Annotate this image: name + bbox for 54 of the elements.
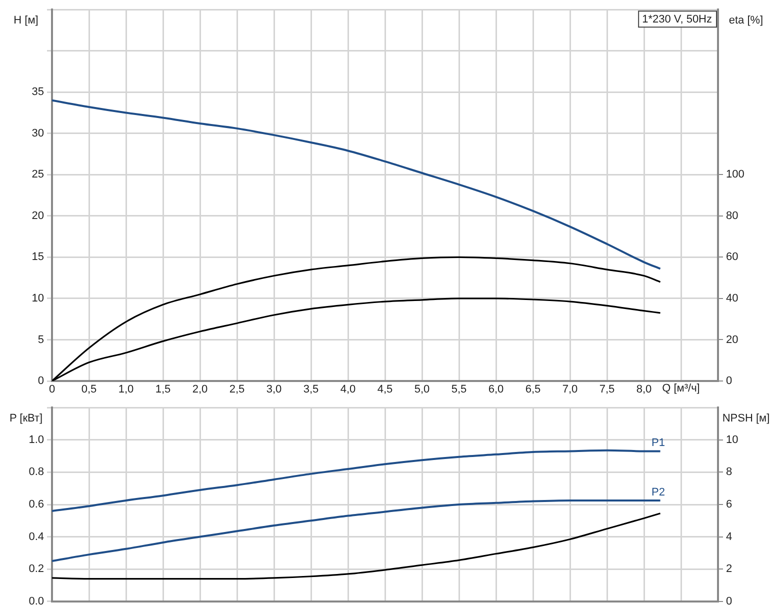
- line-series: [52, 499, 662, 562]
- x-tick-label: 4,0: [340, 384, 356, 396]
- y-tick-label: 20: [32, 210, 44, 222]
- y2-tick-label: 20: [726, 334, 738, 346]
- x-tick-label: 7,5: [599, 384, 615, 396]
- x-tick-label: 3,5: [303, 384, 319, 396]
- x-tick-label: 7,0: [562, 384, 578, 396]
- x-tick-label: 2,5: [229, 384, 245, 396]
- y-tick-label: 0.6: [28, 498, 44, 511]
- y2-tick-label: 2: [726, 563, 732, 576]
- y2-tick-label: 0: [726, 375, 732, 388]
- chart-title: 1*230 V, 50Hz: [642, 14, 712, 26]
- x-axis-title: Q [м³/ч]: [662, 382, 700, 395]
- y2-tick-label: 6: [726, 498, 732, 511]
- line-series: [52, 99, 662, 270]
- y-tick-label: 15: [32, 251, 44, 264]
- y-tick-label: 0.4: [28, 530, 44, 543]
- series-label: P2: [652, 486, 666, 498]
- y2-axis-title: NPSH [м]: [722, 412, 770, 425]
- y2-tick-label: 10: [726, 434, 738, 446]
- y2-tick-label: 80: [726, 210, 738, 222]
- x-tick-label: 0: [48, 384, 56, 396]
- series-label: P1: [652, 437, 666, 450]
- x-tick-label: 0,5: [81, 384, 97, 396]
- y-tick-label: 0.8: [28, 466, 44, 478]
- y2-tick-label: 100: [726, 168, 744, 181]
- y2-tick-label: 8: [726, 466, 732, 478]
- y-tick-label: 25: [32, 168, 44, 181]
- x-tick-label: 5,5: [451, 384, 467, 396]
- y2-tick-label: 40: [726, 292, 738, 304]
- y-axis-title: H [м]: [14, 14, 38, 27]
- x-tick-label: 2,0: [192, 384, 208, 396]
- y2-axis-title: eta [%]: [728, 14, 764, 27]
- x-tick-label: 5,0: [414, 384, 430, 396]
- y-axis-title: P [кВт]: [9, 412, 43, 425]
- x-tick-label: 6,5: [525, 384, 541, 396]
- x-tick-label: 3,0: [266, 384, 282, 396]
- y-tick-label: 0: [38, 375, 44, 388]
- y-tick-label: 5: [38, 334, 44, 346]
- y2-tick-label: 0: [726, 595, 732, 608]
- y-tick-label: 35: [32, 86, 44, 98]
- y-tick-label: 1.0: [28, 434, 44, 446]
- y-tick-label: 0.2: [28, 563, 44, 576]
- y-tick-label: 10: [32, 292, 44, 304]
- y2-tick-label: 4: [726, 530, 732, 543]
- x-tick-label: 1,5: [155, 384, 171, 396]
- line-series: [52, 512, 662, 580]
- x-tick-label: 1,0: [118, 384, 134, 396]
- y-tick-label: 30: [32, 127, 44, 140]
- y-tick-label: 0.0: [28, 595, 44, 608]
- x-tick-label: 4,5: [377, 384, 393, 396]
- x-tick-label: 6,0: [488, 384, 504, 396]
- y2-tick-label: 60: [726, 251, 738, 264]
- x-tick-label: 8,0: [636, 384, 652, 396]
